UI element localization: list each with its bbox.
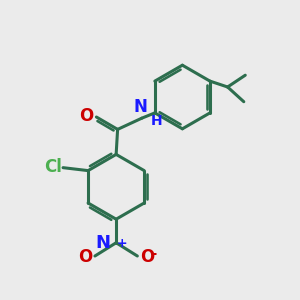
Text: N: N — [133, 98, 147, 116]
Text: Cl: Cl — [44, 158, 62, 176]
Text: H: H — [151, 114, 162, 128]
Text: O: O — [79, 107, 93, 125]
Text: O: O — [78, 248, 92, 266]
Text: O: O — [140, 248, 154, 266]
Text: +: + — [116, 238, 127, 250]
Text: N: N — [96, 234, 111, 252]
Text: -: - — [151, 246, 157, 261]
